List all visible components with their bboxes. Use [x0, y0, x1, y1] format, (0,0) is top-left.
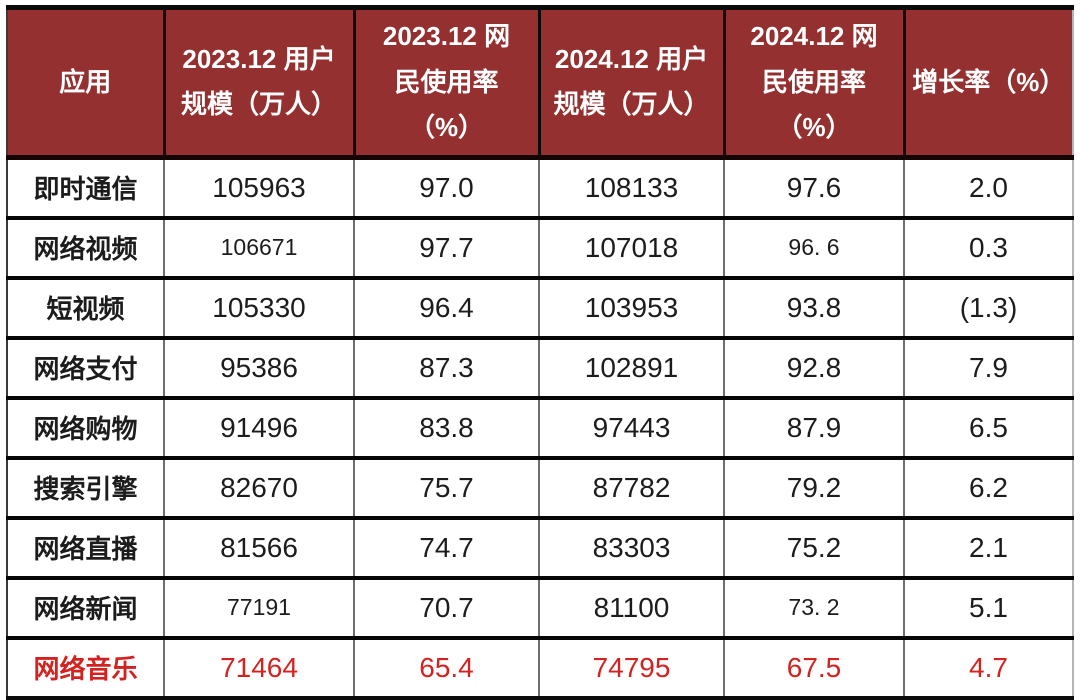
app-name-cell: 网络视频 — [7, 215, 164, 278]
table-row: 网络视频 106671 97.7 107018 96. 6 0.3 — [7, 215, 1073, 278]
scale-2024-cell: 97443 — [538, 395, 724, 458]
app-name-cell: 网络支付 — [7, 335, 164, 398]
growth-cell: 2.0 — [903, 157, 1073, 218]
scale-2023-cell: 105330 — [163, 275, 354, 338]
col-header-scale-2023: 2023.12 用户 规模（万人） — [162, 7, 354, 160]
table-header: 应用 2023.12 用户 规模（万人） 2023.12 网 民使用率 （%） … — [7, 7, 1073, 160]
scale-2024-cell: 83303 — [538, 515, 724, 578]
app-usage-table: 应用 2023.12 用户 规模（万人） 2023.12 网 民使用率 （%） … — [6, 5, 1074, 700]
table-body: 即时通信 105963 97.0 108133 97.6 2.0 网络视频 106671 97.… — [7, 157, 1073, 699]
app-name-cell: 即时通信 — [7, 157, 164, 218]
growth-cell: 2.1 — [903, 515, 1073, 578]
app-name-cell: 网络购物 — [7, 395, 164, 458]
app-name-cell: 网络音乐 — [7, 635, 164, 699]
rate-2023-cell: 75.7 — [353, 455, 539, 518]
rate-2024-cell: 67.5 — [723, 635, 904, 699]
col-header-growth: 增长率（%） — [902, 7, 1073, 160]
rate-2023-cell: 65.4 — [353, 635, 539, 699]
table-row: 网络购物 91496 83.8 97443 87.9 6.5 — [7, 395, 1073, 458]
rate-2024-cell: 92.8 — [723, 335, 904, 398]
rate-2023-cell: 83.8 — [353, 395, 539, 458]
scale-2024-cell: 81100 — [538, 575, 724, 638]
growth-cell: 0.3 — [903, 215, 1073, 278]
scale-2023-cell: 106671 — [163, 215, 354, 278]
scale-2023-cell: 105963 — [163, 157, 354, 218]
rate-2024-cell: 79.2 — [723, 455, 904, 518]
scale-2024-cell: 102891 — [538, 335, 724, 398]
rate-2024-cell: 87.9 — [723, 395, 904, 458]
scale-2024-cell: 87782 — [538, 455, 724, 518]
table-row: 网络直播 81566 74.7 83303 75.2 2.1 — [7, 515, 1073, 578]
table-row: 搜索引擎 82670 75.7 87782 79.2 6.2 — [7, 455, 1073, 518]
scale-2024-cell: 74795 — [538, 635, 724, 699]
growth-cell: 5.1 — [903, 575, 1073, 638]
app-name-cell: 网络直播 — [7, 515, 164, 578]
header-row: 应用 2023.12 用户 规模（万人） 2023.12 网 民使用率 （%） … — [7, 7, 1073, 160]
col-header-scale-2024: 2024.12 用户 规模（万人） — [537, 7, 724, 160]
rate-2023-cell: 87.3 — [353, 335, 539, 398]
growth-cell: (1.3) — [903, 275, 1073, 338]
rate-2023-cell: 70.7 — [353, 575, 539, 638]
scale-2024-cell: 108133 — [538, 157, 724, 218]
col-header-rate-2023: 2023.12 网 民使用率 （%） — [352, 7, 539, 160]
rate-2024-cell: 75.2 — [723, 515, 904, 578]
app-name-cell: 搜索引擎 — [7, 455, 164, 518]
growth-cell: 6.5 — [903, 395, 1073, 458]
rate-2023-cell: 74.7 — [353, 515, 539, 578]
col-header-rate-2024: 2024.12 网 民使用率 （%） — [722, 7, 904, 160]
rate-2023-cell: 96.4 — [353, 275, 539, 338]
app-name-cell: 网络新闻 — [7, 575, 164, 638]
scale-2023-cell: 71464 — [163, 635, 354, 699]
scale-2023-cell: 95386 — [163, 335, 354, 398]
scale-2024-cell: 103953 — [538, 275, 724, 338]
rate-2024-cell: 97.6 — [723, 157, 904, 218]
rate-2023-cell: 97.7 — [353, 215, 539, 278]
table-row: 网络音乐 71464 65.4 74795 67.5 4.7 — [7, 635, 1073, 699]
scale-2023-cell: 82670 — [163, 455, 354, 518]
scale-2023-cell: 81566 — [163, 515, 354, 578]
table-row: 网络新闻 77191 70.7 81100 73. 2 5.1 — [7, 575, 1073, 638]
growth-cell: 4.7 — [903, 635, 1073, 699]
table-row: 即时通信 105963 97.0 108133 97.6 2.0 — [7, 157, 1073, 218]
growth-cell: 6.2 — [903, 455, 1073, 518]
table-row: 短视频 105330 96.4 103953 93.8 (1.3) — [7, 275, 1073, 338]
rate-2024-cell: 73. 2 — [723, 575, 904, 638]
growth-cell: 7.9 — [903, 335, 1073, 398]
scale-2023-cell: 91496 — [163, 395, 354, 458]
col-header-app: 应用 — [7, 7, 164, 160]
app-name-cell: 短视频 — [7, 275, 164, 338]
rate-2024-cell: 93.8 — [723, 275, 904, 338]
scale-2023-cell: 77191 — [163, 575, 354, 638]
scale-2024-cell: 107018 — [538, 215, 724, 278]
table-row: 网络支付 95386 87.3 102891 92.8 7.9 — [7, 335, 1073, 398]
rate-2024-cell: 96. 6 — [723, 215, 904, 278]
rate-2023-cell: 97.0 — [353, 157, 539, 218]
